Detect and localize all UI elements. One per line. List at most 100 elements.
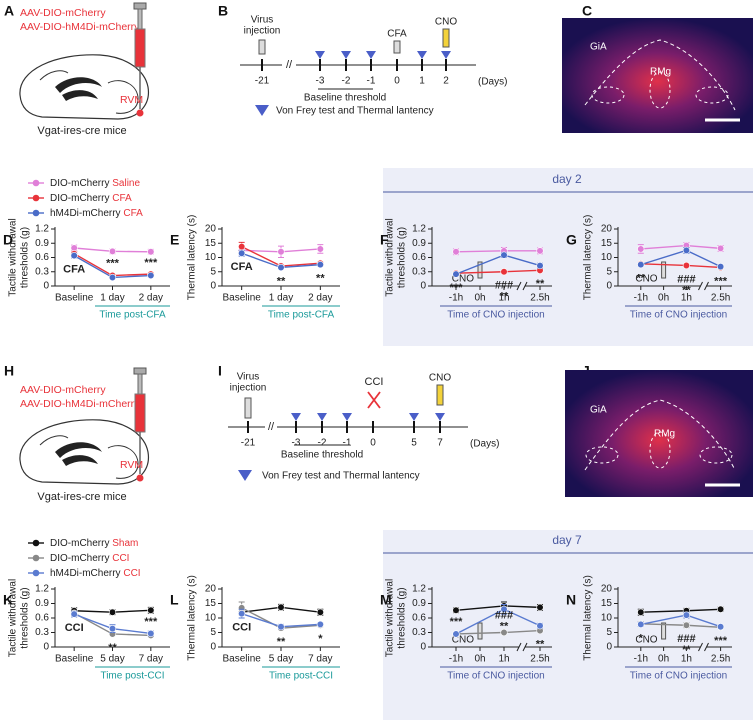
y-tick-label: 15 xyxy=(601,598,613,609)
y-tick-label: 0.6 xyxy=(412,252,426,263)
test-triangle xyxy=(417,51,427,59)
annotation: *** xyxy=(714,275,728,287)
annotation: ** xyxy=(108,642,117,654)
y-tick-label: 0 xyxy=(210,642,216,653)
y-axis-label: Thermal latency (s) xyxy=(187,575,198,661)
mouse-label: Vgat-ires-cre mice xyxy=(37,125,126,137)
syringe-icon xyxy=(661,622,667,640)
data-point xyxy=(238,249,246,257)
region-outline xyxy=(584,399,736,471)
break: // xyxy=(286,59,293,71)
annotation: *** xyxy=(106,257,120,269)
y-tick-label: 0 xyxy=(43,281,49,292)
y-tick-label: 0.6 xyxy=(35,613,49,624)
test-triangle xyxy=(435,413,445,421)
x-tick-label: -1h xyxy=(449,654,463,665)
syringe-icon xyxy=(244,397,252,419)
data-point xyxy=(716,263,725,271)
data-point xyxy=(277,603,285,611)
annotation: ** xyxy=(277,275,286,287)
y-axis-label: thresholds (g) xyxy=(397,587,408,648)
data-point xyxy=(147,248,155,256)
data-point xyxy=(637,620,645,628)
test-triangle xyxy=(315,51,325,59)
x-axis-label: Time post-CFA xyxy=(268,310,335,321)
region-label: RMg xyxy=(650,67,671,78)
annotation: CFA xyxy=(231,261,253,273)
mouse-label: Vgat-ires-cre mice xyxy=(37,491,126,503)
y-tick-label: 1.2 xyxy=(35,584,49,595)
annotation: ** xyxy=(500,291,509,303)
day-label: 7 xyxy=(437,438,443,449)
annotation: *** xyxy=(714,635,728,647)
panel-letter: D xyxy=(3,232,13,248)
panel-letter: A xyxy=(4,3,14,19)
y-tick-label: 10 xyxy=(601,252,613,263)
x-axis-label: Time of CNO injection xyxy=(630,310,727,321)
histology-image xyxy=(562,18,753,133)
y-tick-label: 1.2 xyxy=(412,224,426,235)
x-tick-label: 7 day xyxy=(139,654,163,665)
x-tick-label: 5 day xyxy=(100,654,124,665)
region-label: RMg xyxy=(654,429,675,440)
region-outline xyxy=(649,71,671,109)
data-point xyxy=(452,270,460,278)
legend-treatment: CCI xyxy=(123,568,140,579)
y-tick-label: 5 xyxy=(210,266,216,277)
syringe-icon xyxy=(477,622,483,640)
day-label: -21 xyxy=(255,76,270,87)
y-tick-label: 0.6 xyxy=(35,252,49,263)
legend-treatment: Saline xyxy=(112,178,140,189)
y-axis-label: Tactile withdrawal xyxy=(8,579,19,657)
day-label: 1 xyxy=(419,76,425,87)
annotation: ** xyxy=(500,620,509,632)
y-axis-label: thresholds (g) xyxy=(397,227,408,288)
test-triangle xyxy=(366,51,376,59)
data-point xyxy=(70,252,78,260)
legend-label: DIO-mCherry Saline xyxy=(50,178,140,189)
axis-break xyxy=(519,283,525,289)
legend-name: DIO-mCherry xyxy=(50,178,109,189)
x-tick-label: 2 day xyxy=(139,293,163,304)
annotation: CFA xyxy=(63,264,85,276)
legend-triangle xyxy=(255,105,269,116)
data-point xyxy=(316,245,324,253)
legend-treatment: Sham xyxy=(112,538,138,549)
data-point xyxy=(500,628,508,637)
y-tick-label: 5 xyxy=(210,627,216,638)
day-band xyxy=(383,168,753,346)
legend-marker xyxy=(32,569,40,577)
data-point xyxy=(536,622,544,630)
event-label: CFA xyxy=(387,29,407,40)
data-point xyxy=(316,261,324,269)
scissors-icon xyxy=(367,391,381,409)
baseline-label: Baseline threshold xyxy=(281,450,363,461)
y-tick-label: 0 xyxy=(420,281,426,292)
data-point xyxy=(452,606,460,614)
x-tick-label: 1 day xyxy=(100,293,124,304)
region-outline xyxy=(584,39,736,111)
panel-letter: K xyxy=(3,592,13,608)
panel-letter: I xyxy=(218,363,222,379)
day-band xyxy=(383,530,753,720)
day-label: -21 xyxy=(241,438,256,449)
y-axis-label: Thermal latency (s) xyxy=(187,215,198,301)
virus-text: injection xyxy=(230,383,267,394)
x-tick-label: 7 day xyxy=(308,654,332,665)
data-point xyxy=(716,244,725,252)
data-point xyxy=(238,610,246,618)
data-point xyxy=(536,247,544,255)
day-label: 5 xyxy=(411,438,417,449)
region-label: GiA xyxy=(590,405,607,416)
data-point xyxy=(682,261,691,270)
cno-label: CNO xyxy=(435,17,457,28)
data-point xyxy=(682,611,691,619)
x-axis-label: Time of CNO injection xyxy=(447,671,544,682)
y-tick-label: 0.9 xyxy=(412,598,426,609)
syringe-icon xyxy=(442,28,450,48)
annotation: ** xyxy=(536,278,545,290)
data-point xyxy=(147,629,155,638)
region-label: GiA xyxy=(590,42,607,53)
legend-name: DIO-mCherry xyxy=(50,553,109,564)
